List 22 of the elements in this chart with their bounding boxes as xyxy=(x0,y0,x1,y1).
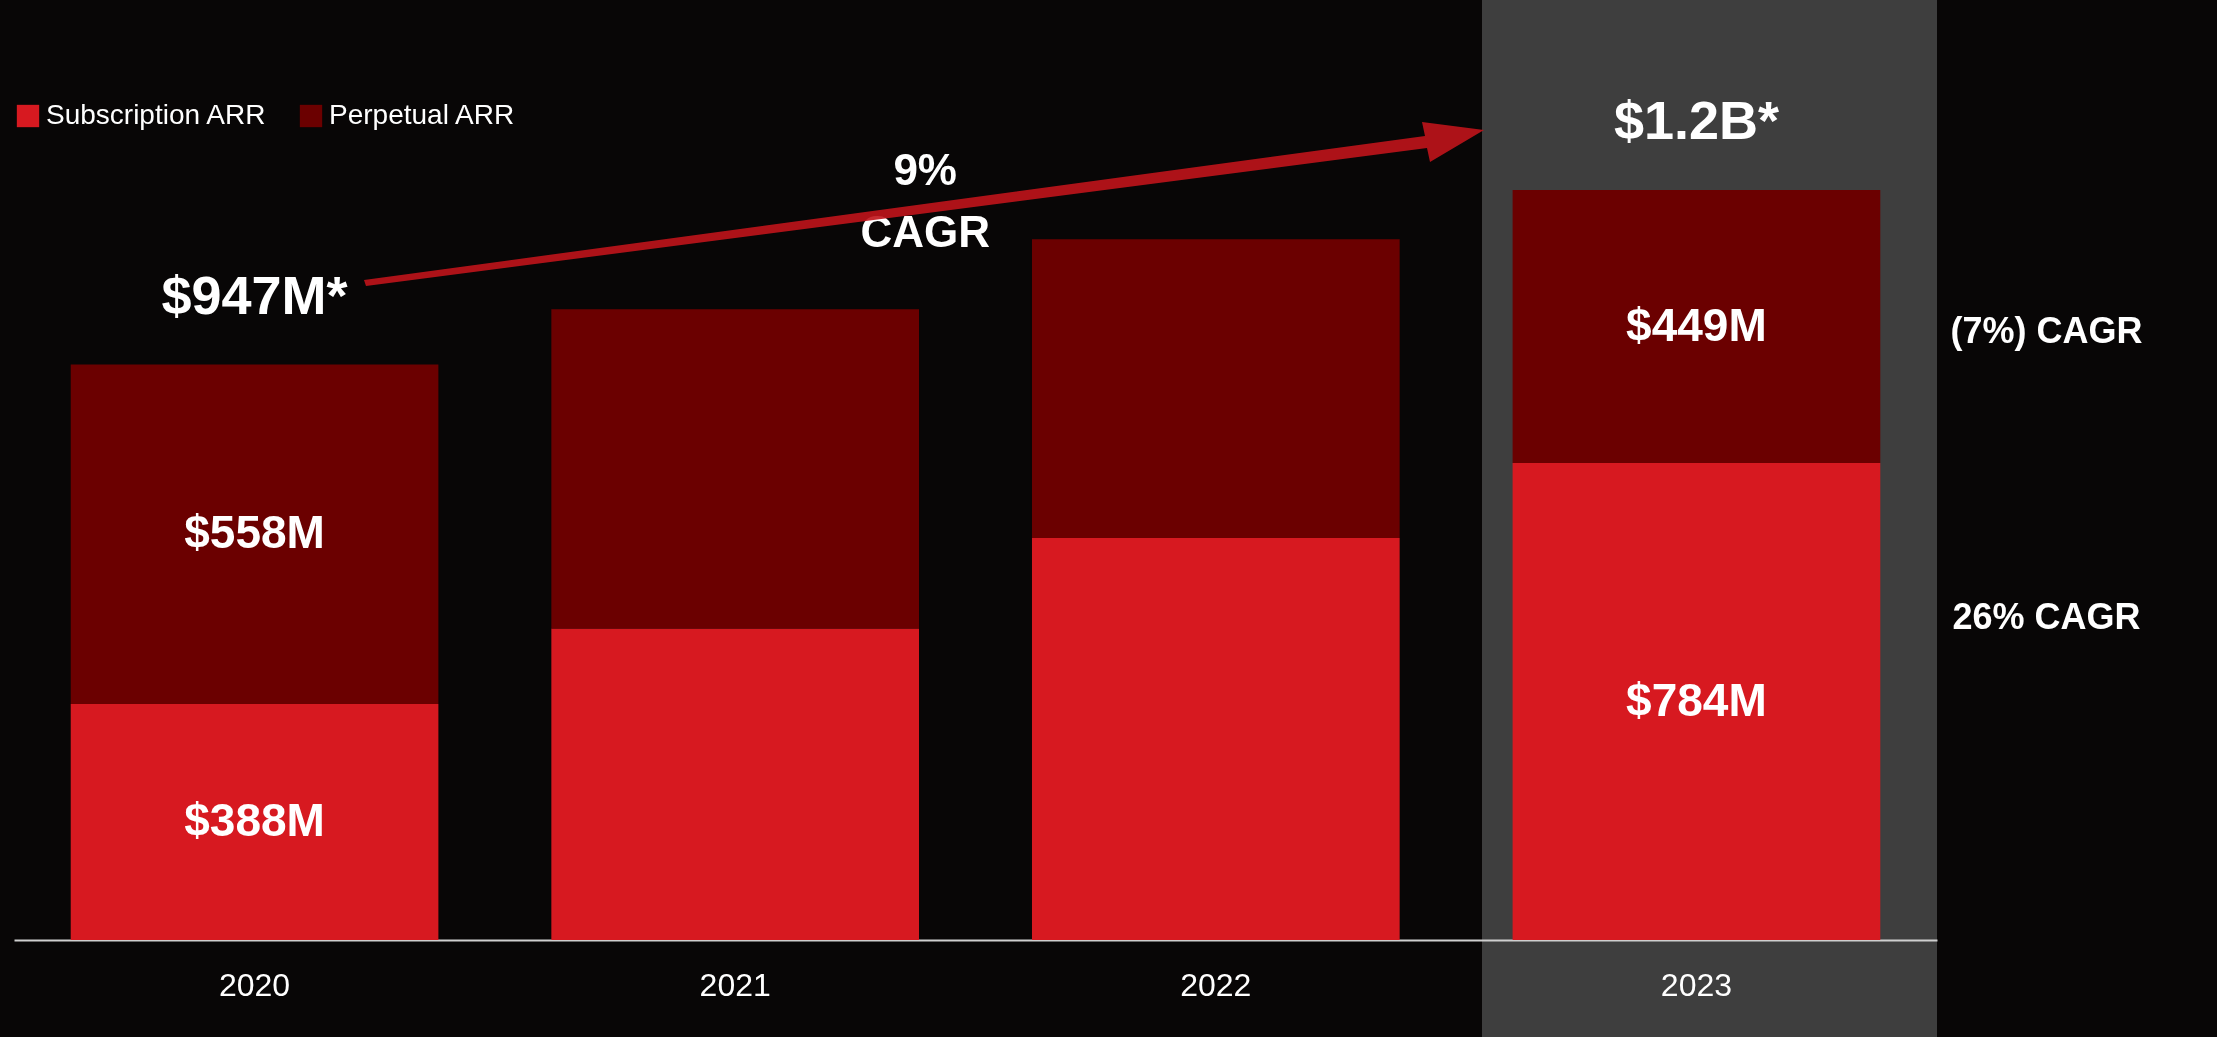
text: 26% CAGR xyxy=(1952,596,2141,637)
bar xyxy=(1031,537,1400,940)
bar xyxy=(551,628,920,940)
data-label: $449M xyxy=(1626,298,1767,351)
bar xyxy=(1031,239,1400,538)
text: (7%) CAGR xyxy=(1950,310,2143,351)
x-tick-label: 2022 xyxy=(1180,966,1252,1003)
total-label: $947M* xyxy=(161,264,348,325)
total-label: $1.2B* xyxy=(1613,90,1780,150)
data-label: $388M xyxy=(184,794,325,846)
x-tick-label: 2021 xyxy=(699,966,771,1003)
data-label: $784M xyxy=(1626,673,1767,726)
bar xyxy=(70,364,439,704)
legend-label: Perpetual ARR xyxy=(329,99,515,130)
annotation: 9% CAGR xyxy=(860,145,990,256)
bar xyxy=(1512,190,1881,464)
x-tick-label: 2020 xyxy=(218,966,291,1003)
data-label: $558M xyxy=(184,506,325,559)
legend-label: Subscription ARR xyxy=(46,99,266,130)
bar xyxy=(551,309,920,629)
bar xyxy=(70,703,439,940)
x-tick-label: 2023 xyxy=(1660,966,1733,1003)
